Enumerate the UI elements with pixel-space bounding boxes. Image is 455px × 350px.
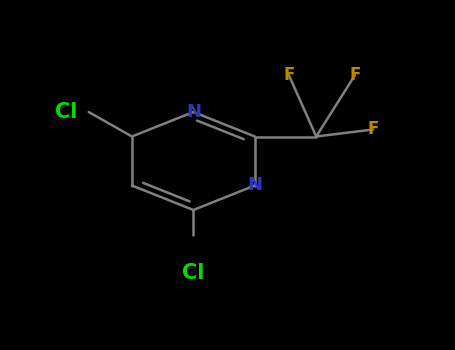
- Text: F: F: [349, 66, 361, 84]
- Text: F: F: [283, 66, 295, 84]
- Text: Cl: Cl: [182, 263, 205, 283]
- Text: F: F: [367, 120, 379, 139]
- Text: N: N: [186, 103, 201, 121]
- Text: Cl: Cl: [55, 102, 77, 122]
- Text: N: N: [248, 176, 262, 195]
